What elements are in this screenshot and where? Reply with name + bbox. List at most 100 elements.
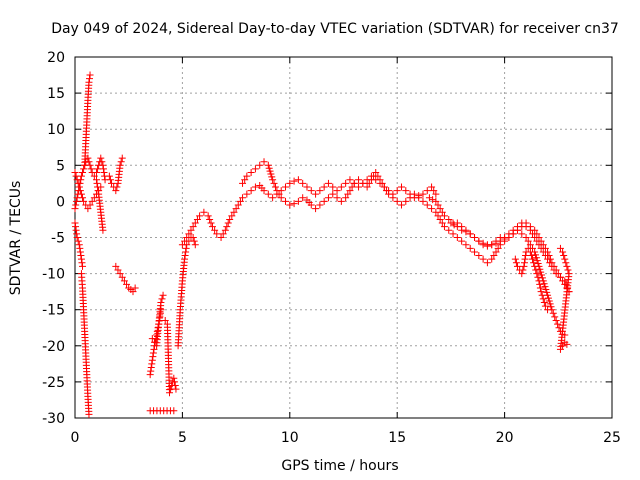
data-point-sat-n bbox=[269, 194, 277, 202]
data-point-sat-o bbox=[542, 285, 550, 293]
data-point-sat-b bbox=[72, 172, 80, 180]
data-point-sat-r bbox=[532, 266, 540, 274]
data-point-sat-q bbox=[539, 241, 547, 249]
data-point-sat-q bbox=[537, 237, 545, 245]
data-point-sat-r bbox=[536, 284, 544, 292]
data-point-sat-n bbox=[189, 223, 197, 231]
data-point-sat-q bbox=[546, 255, 554, 263]
data-point-sat-m bbox=[190, 237, 198, 245]
data-point-sat-q bbox=[509, 230, 517, 238]
data-point-sat-q bbox=[453, 223, 461, 231]
data-point-sat-o bbox=[432, 208, 440, 216]
data-point-sat-o bbox=[537, 268, 545, 276]
data-point-sat-n bbox=[230, 208, 238, 216]
data-point-sat-b bbox=[84, 205, 92, 213]
y-tick-label: -10 bbox=[42, 267, 65, 283]
data-point-sat-q bbox=[475, 237, 483, 245]
data-point-sat-j bbox=[158, 295, 166, 303]
data-point-sat-f bbox=[94, 183, 102, 191]
data-point-sat-r bbox=[522, 252, 530, 260]
data-point-sat-c bbox=[76, 248, 84, 256]
data-point-sat-m bbox=[181, 252, 189, 260]
data-point-sat-o bbox=[268, 173, 276, 181]
data-point-sat-m bbox=[182, 244, 190, 252]
data-point-sat-n bbox=[185, 230, 193, 238]
data-point-sat-o bbox=[445, 226, 453, 234]
data-point-sat-a bbox=[99, 161, 107, 169]
data-point-sat-o bbox=[544, 294, 552, 302]
data-point-sat-o bbox=[299, 194, 307, 202]
data-point-sat-o bbox=[333, 194, 341, 202]
y-tick-label: 5 bbox=[56, 158, 65, 174]
data-point-sat-q bbox=[471, 234, 479, 241]
data-point-sat-o bbox=[532, 254, 540, 262]
data-point-sat-o bbox=[385, 190, 393, 198]
data-point-sat-o bbox=[494, 244, 502, 252]
x-tick-label: 0 bbox=[71, 430, 80, 446]
data-point-sat-o bbox=[290, 200, 298, 208]
data-point-sat-q bbox=[541, 244, 549, 252]
data-point-sat-h bbox=[131, 284, 139, 292]
data-point-sat-q bbox=[526, 223, 534, 231]
data-point-sat-o bbox=[273, 187, 281, 195]
data-point-sat-o bbox=[363, 183, 371, 191]
data-point-sat-o bbox=[423, 201, 431, 209]
data-point-sat-o bbox=[538, 274, 546, 282]
data-point-sat-o bbox=[355, 176, 363, 184]
data-point-sat-o bbox=[458, 237, 466, 245]
data-point-sat-r bbox=[534, 273, 542, 281]
data-point-sat-r bbox=[535, 277, 543, 285]
data-point-sat-o bbox=[397, 201, 405, 209]
data-point-sat-c bbox=[76, 244, 84, 252]
data-point-sat-b bbox=[79, 194, 87, 202]
data-point-sat-f bbox=[93, 179, 101, 187]
data-point-sat-q bbox=[501, 235, 509, 243]
data-point-sat-o bbox=[536, 265, 544, 273]
data-point-sat-b bbox=[86, 201, 94, 209]
data-point-sat-b bbox=[90, 194, 98, 202]
data-point-sat-n bbox=[206, 215, 214, 223]
data-point-sat-o bbox=[554, 320, 562, 328]
data-point-sat-n bbox=[213, 230, 221, 238]
data-point-sat-r bbox=[520, 262, 528, 270]
data-point-sat-o bbox=[475, 252, 483, 260]
data-point-sat-i bbox=[146, 371, 154, 379]
data-point-sat-r bbox=[531, 262, 539, 270]
data-point-sat-b bbox=[71, 169, 79, 177]
data-point-sat-s bbox=[562, 259, 570, 267]
data-point-sat-r bbox=[513, 262, 521, 270]
y-tick-label: 20 bbox=[47, 50, 65, 66]
data-point-sat-g bbox=[105, 172, 113, 180]
y-tick-label: 10 bbox=[47, 122, 65, 138]
data-point-sat-n bbox=[402, 187, 410, 195]
data-point-sat-n bbox=[346, 176, 354, 184]
data-point-sat-h bbox=[123, 280, 131, 288]
data-point-sat-r bbox=[518, 270, 526, 278]
data-point-sat-a bbox=[94, 165, 102, 173]
data-point-sat-n bbox=[423, 187, 431, 195]
data-point-sat-a bbox=[72, 197, 80, 205]
data-point-sat-q bbox=[505, 234, 513, 241]
data-point-sat-n bbox=[294, 176, 302, 184]
data-point-sat-i bbox=[150, 345, 158, 353]
data-point-sat-n bbox=[324, 179, 332, 187]
data-point-sat-o bbox=[488, 255, 496, 263]
data-point-sat-n bbox=[178, 241, 186, 249]
data-point-sat-h bbox=[116, 270, 124, 278]
data-point-sat-o bbox=[380, 183, 388, 191]
data-point-sat-i bbox=[147, 367, 155, 375]
data-point-sat-n bbox=[200, 208, 208, 216]
data-point-sat-o bbox=[543, 288, 551, 296]
data-point-sat-r bbox=[541, 302, 549, 310]
data-point-sat-r bbox=[512, 259, 520, 267]
data-point-sat-i bbox=[148, 356, 156, 364]
data-point-sat-g bbox=[106, 176, 114, 184]
data-point-sat-r bbox=[540, 298, 548, 306]
data-point-sat-o bbox=[256, 161, 264, 169]
data-point-sat-o bbox=[541, 283, 549, 291]
data-point-sat-h bbox=[120, 277, 128, 285]
data-point-sat-o bbox=[367, 176, 375, 184]
data-point-sat-o bbox=[316, 201, 324, 209]
data-point-sat-o bbox=[374, 172, 382, 180]
